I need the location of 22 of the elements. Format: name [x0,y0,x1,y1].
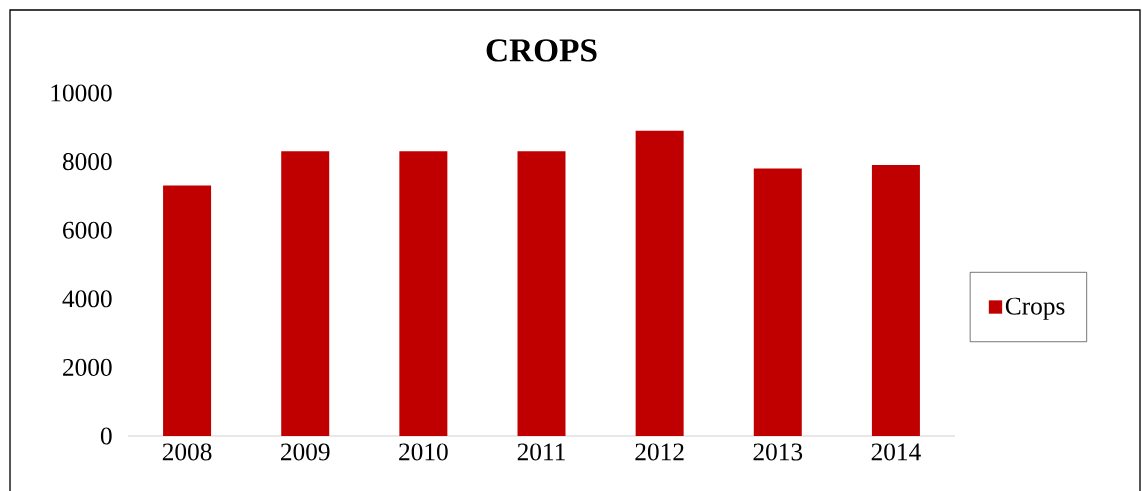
y-tick-label: 4000 [62,290,112,308]
x-tick-label: 2012 [635,443,684,461]
x-tick-label: 2014 [871,443,921,461]
bar [281,151,330,436]
y-tick-label: 8000 [62,153,112,171]
y-tick-label: 6000 [63,221,112,239]
bar [753,168,802,436]
bar [399,151,448,436]
y-tick-label: 10000 [51,84,112,102]
legend-label: Crops [1005,297,1065,320]
y-tick-label: 0 [100,427,112,445]
x-tick-label: 2009 [280,443,330,461]
y-tick-label: 2000 [63,358,112,376]
bar [163,185,212,436]
chart-title: CROPS [486,39,597,62]
bar [871,165,920,436]
bar [635,130,684,436]
x-tick-label: 2013 [753,443,803,461]
x-tick-label: 2011 [517,443,565,461]
x-tick-label: 2010 [399,443,448,461]
bar [517,151,566,436]
x-tick-label: 2008 [162,443,212,461]
